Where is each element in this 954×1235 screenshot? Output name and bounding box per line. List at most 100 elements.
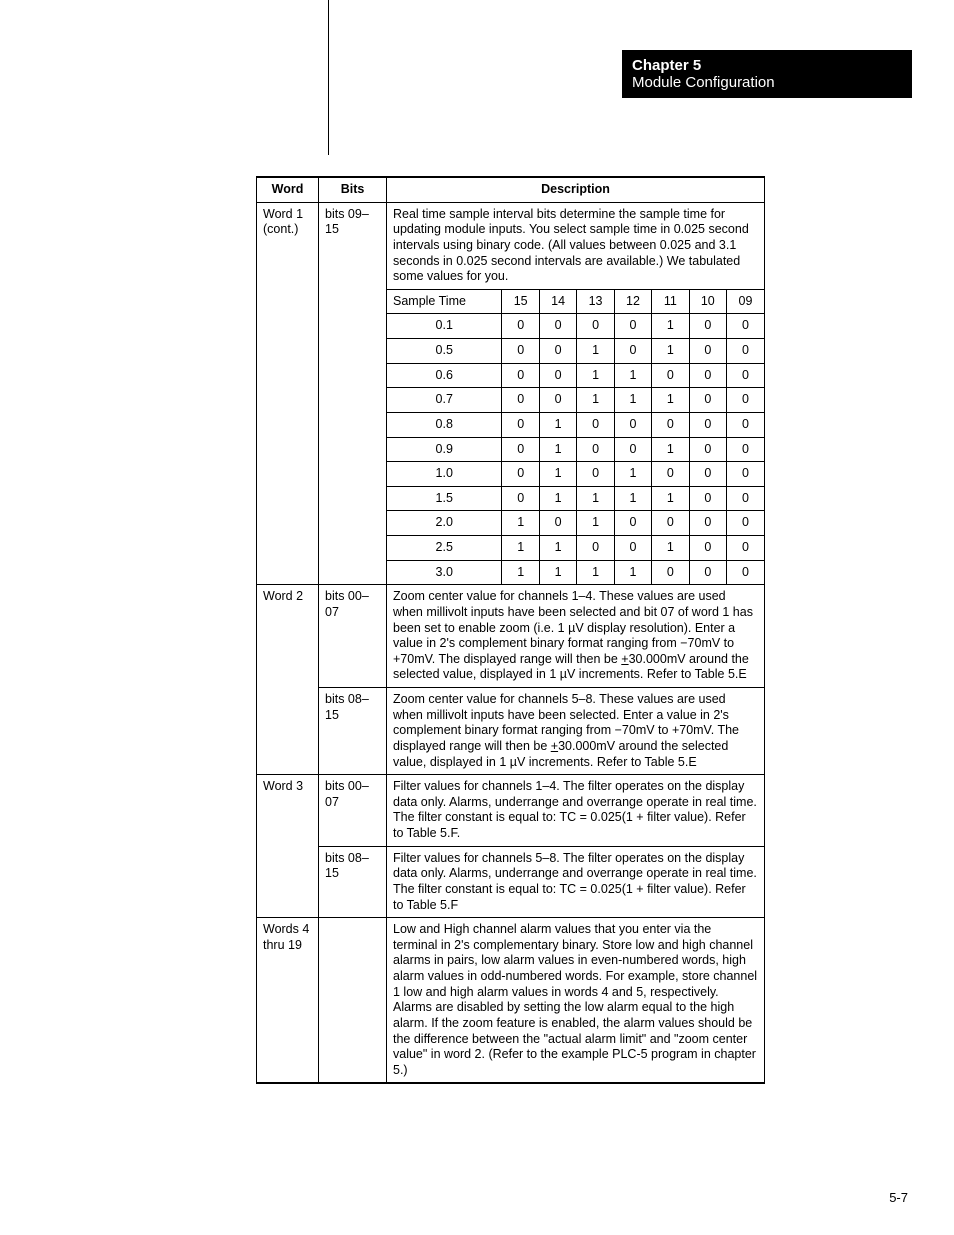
sample-time-cell: 1 bbox=[614, 363, 651, 388]
sample-time-cell: 0 bbox=[689, 437, 726, 462]
sample-time-cell: 1 bbox=[539, 437, 576, 462]
page: Chapter 5 Module Configuration Word Bits… bbox=[0, 0, 954, 1235]
page-number: 5-7 bbox=[889, 1190, 908, 1205]
sample-time-cell: 0 bbox=[502, 462, 539, 487]
sample-time-cell: 0 bbox=[689, 412, 726, 437]
sample-time-cell: 0 bbox=[502, 412, 539, 437]
sample-time-cell: 1 bbox=[614, 486, 651, 511]
sample-time-cell: 1.0 bbox=[387, 462, 502, 487]
sample-time-cell: 1 bbox=[652, 486, 689, 511]
table-row: bits 08–15Zoom center value for channels… bbox=[257, 688, 765, 775]
sample-time-cell: 0 bbox=[689, 536, 726, 561]
bits-cell bbox=[319, 918, 387, 1084]
sample-time-cell: 1 bbox=[614, 462, 651, 487]
sample-time-cell: 1 bbox=[577, 388, 614, 413]
sample-time-cell: 0 bbox=[502, 363, 539, 388]
sample-time-cell: 2.5 bbox=[387, 536, 502, 561]
sample-time-cell: 0.9 bbox=[387, 437, 502, 462]
word-cell: Word 1 (cont.) bbox=[257, 202, 319, 585]
description-cell: Low and High channel alarm values that y… bbox=[387, 918, 765, 1084]
sample-time-cell: 0 bbox=[502, 437, 539, 462]
sample-time-cell: 0 bbox=[727, 388, 764, 413]
sample-time-row: 1.50111100 bbox=[387, 486, 764, 511]
chapter-number: Chapter 5 bbox=[632, 57, 902, 74]
sample-time-cell: 1 bbox=[614, 560, 651, 584]
sample-time-cell: 0 bbox=[689, 486, 726, 511]
sample-time-cell: 0 bbox=[614, 536, 651, 561]
word-cell: Word 2 bbox=[257, 585, 319, 775]
sample-time-cell: 0 bbox=[614, 339, 651, 364]
sample-time-cell: 0 bbox=[727, 437, 764, 462]
sample-time-cell: 1 bbox=[502, 511, 539, 536]
sample-time-cell: 0 bbox=[727, 560, 764, 584]
sample-time-header-cell: 12 bbox=[614, 289, 651, 314]
sample-time-row: 1.00101000 bbox=[387, 462, 764, 487]
bits-cell: bits 00–07 bbox=[319, 775, 387, 847]
sample-time-table: Sample Time151413121110090.100001000.500… bbox=[387, 289, 764, 585]
sample-time-cell: 1 bbox=[577, 486, 614, 511]
sample-time-cell: 0 bbox=[577, 314, 614, 339]
sample-time-cell: 0.7 bbox=[387, 388, 502, 413]
sample-time-cell: 0 bbox=[727, 486, 764, 511]
sample-time-cell: 0 bbox=[614, 511, 651, 536]
sample-time-cell: 0 bbox=[502, 339, 539, 364]
sample-time-row: 0.50010100 bbox=[387, 339, 764, 364]
sample-time-cell: 1 bbox=[539, 560, 576, 584]
description-cell: Real time sample interval bits determine… bbox=[387, 202, 765, 585]
vertical-rule bbox=[328, 0, 329, 155]
word-cell: Words 4 thru 19 bbox=[257, 918, 319, 1084]
sample-time-header-cell: 15 bbox=[502, 289, 539, 314]
bits-cell: bits 09–15 bbox=[319, 202, 387, 585]
sample-time-cell: 0 bbox=[502, 486, 539, 511]
sample-time-cell: 1 bbox=[502, 560, 539, 584]
chapter-subtitle: Module Configuration bbox=[632, 74, 902, 91]
sample-time-header-cell: 10 bbox=[689, 289, 726, 314]
sample-time-cell: 0 bbox=[539, 363, 576, 388]
sample-time-cell: 0 bbox=[727, 412, 764, 437]
description-text: Real time sample interval bits determine… bbox=[387, 203, 764, 289]
sample-time-header: Sample Time15141312111009 bbox=[387, 289, 764, 314]
description-cell: Filter values for channels 5–8. The filt… bbox=[387, 846, 765, 918]
sample-time-cell: 0 bbox=[577, 462, 614, 487]
col-description: Description bbox=[387, 177, 765, 202]
sample-time-cell: 1 bbox=[652, 536, 689, 561]
sample-time-cell: 1.5 bbox=[387, 486, 502, 511]
sample-time-header-cell: 11 bbox=[652, 289, 689, 314]
sample-time-cell: 0 bbox=[689, 511, 726, 536]
sample-time-header-cell: Sample Time bbox=[387, 289, 502, 314]
sample-time-row: 0.80100000 bbox=[387, 412, 764, 437]
sample-time-row: 0.10000100 bbox=[387, 314, 764, 339]
sample-time-row: 0.60011000 bbox=[387, 363, 764, 388]
table-row: Word 1 (cont.)bits 09–15Real time sample… bbox=[257, 202, 765, 585]
sample-time-cell: 3.0 bbox=[387, 560, 502, 584]
sample-time-cell: 0 bbox=[652, 363, 689, 388]
sample-time-header-cell: 14 bbox=[539, 289, 576, 314]
sample-time-cell: 1 bbox=[502, 536, 539, 561]
description-cell: Zoom center value for channels 5–8. Thes… bbox=[387, 688, 765, 775]
sample-time-cell: 0 bbox=[614, 412, 651, 437]
bits-cell: bits 00–07 bbox=[319, 585, 387, 688]
table-row: Word 3bits 00–07Filter values for channe… bbox=[257, 775, 765, 847]
sample-time-cell: 0 bbox=[539, 511, 576, 536]
sample-time-cell: 1 bbox=[577, 511, 614, 536]
sample-time-cell: 0 bbox=[577, 536, 614, 561]
description-cell: Filter values for channels 1–4. The filt… bbox=[387, 775, 765, 847]
sample-time-cell: 0.8 bbox=[387, 412, 502, 437]
sample-time-cell: 1 bbox=[652, 388, 689, 413]
sample-time-cell: 1 bbox=[577, 560, 614, 584]
sample-time-header-cell: 13 bbox=[577, 289, 614, 314]
sample-time-cell: 0 bbox=[727, 363, 764, 388]
sample-time-cell: 0 bbox=[539, 314, 576, 339]
description-cell: Zoom center value for channels 1–4. Thes… bbox=[387, 585, 765, 688]
chapter-header: Chapter 5 Module Configuration bbox=[622, 50, 912, 98]
sample-time-cell: 0 bbox=[614, 437, 651, 462]
sample-time-cell: 0 bbox=[727, 511, 764, 536]
sample-time-cell: 0 bbox=[652, 462, 689, 487]
sample-time-cell: 0.5 bbox=[387, 339, 502, 364]
config-table-wrap: Word Bits Description Word 1 (cont.)bits… bbox=[256, 176, 764, 1084]
sample-time-cell: 0 bbox=[652, 511, 689, 536]
sample-time-cell: 0 bbox=[727, 462, 764, 487]
bits-cell: bits 08–15 bbox=[319, 846, 387, 918]
sample-time-row: 0.70011100 bbox=[387, 388, 764, 413]
sample-time-row: 0.90100100 bbox=[387, 437, 764, 462]
